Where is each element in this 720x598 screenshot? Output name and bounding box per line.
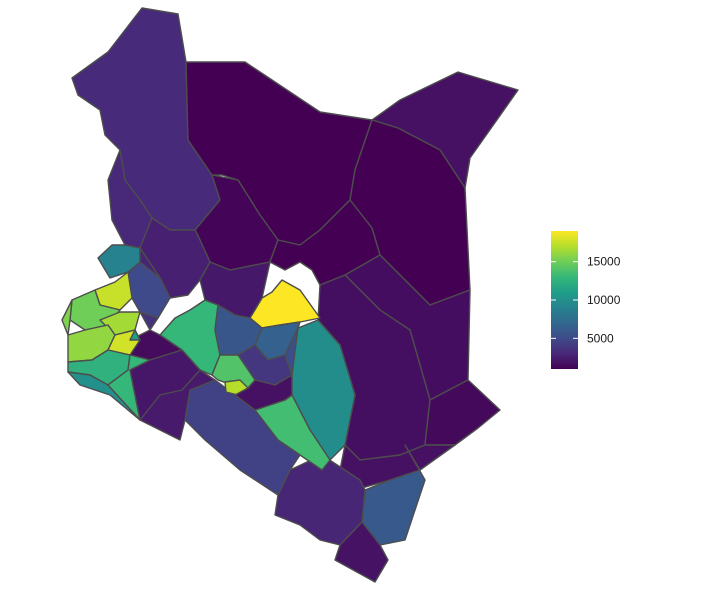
region-mombasa (334, 521, 389, 583)
region-nyeri (204, 299, 219, 306)
region-bungoma (94, 271, 133, 311)
legend-tick-label: 15000 (587, 255, 621, 269)
regions-layer (61, 7, 519, 583)
region-embu (284, 327, 299, 376)
region-bomet (129, 349, 201, 421)
legend: 5000 10000 15000 (551, 231, 621, 369)
legend-ticks: 5000 10000 15000 (551, 255, 621, 345)
legend-tick-label: 10000 (587, 293, 621, 307)
region-busia (61, 299, 73, 336)
legend-tick-label: 5000 (587, 331, 614, 345)
region-makueni (234, 374, 293, 411)
region-elgeyo-marakwet (139, 247, 161, 279)
region-nandi (139, 311, 159, 331)
region-nyamira (129, 329, 141, 341)
